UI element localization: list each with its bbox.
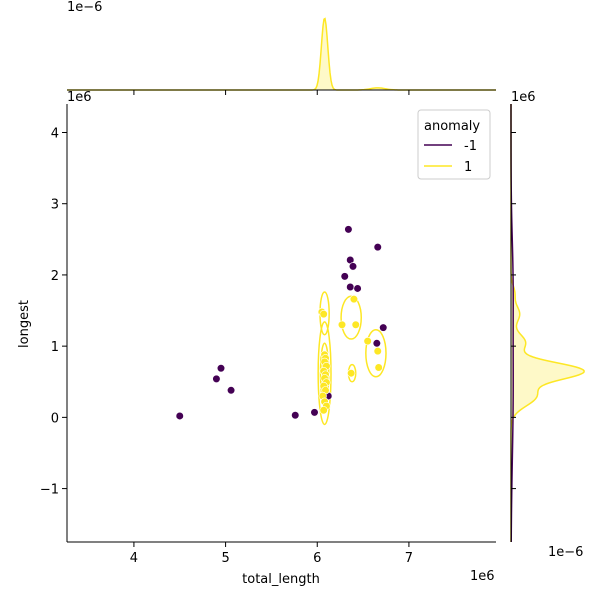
- kde-contour: [365, 329, 387, 378]
- anomaly-point: [310, 408, 319, 417]
- right-marginal-scale-label: 1e−6: [548, 545, 583, 560]
- right-marginal-top-label: 1e6: [511, 90, 536, 105]
- x-scale-label: 1e6: [470, 569, 495, 584]
- y-tick-label: 0: [51, 411, 59, 426]
- anomaly-point: [379, 323, 388, 332]
- right-marginal-density-fill: [511, 104, 585, 542]
- top-marginal-density-fill: [67, 18, 496, 91]
- anomaly-point: [346, 282, 355, 292]
- normal-point: [374, 363, 383, 372]
- anomaly-point: [344, 225, 353, 234]
- anomaly-point: [373, 243, 382, 252]
- right-marginal-panel: 1e6 1e−6: [510, 90, 585, 560]
- normal-point: [373, 347, 382, 356]
- legend-box: [417, 109, 491, 180]
- top-marginal-ticks: [133, 90, 410, 95]
- scatter-points: [175, 225, 388, 421]
- anomaly-point: [340, 272, 349, 281]
- anomaly-point: [291, 411, 300, 420]
- x-axis-label: total_length: [242, 572, 320, 587]
- x-tick-label: 7: [405, 551, 413, 566]
- legend-title: anomaly: [424, 119, 480, 134]
- kde-contour: [340, 295, 362, 340]
- kde-contour: [317, 321, 332, 426]
- legend: anomaly -1 1: [417, 109, 491, 180]
- anomaly-point: [212, 374, 221, 384]
- normal-point: [347, 369, 356, 378]
- anomaly-point: [175, 411, 184, 421]
- top-marginal-density-line: [67, 17, 496, 91]
- y-tick-label: −1: [40, 483, 59, 498]
- right-marginal-density-line: [510, 104, 585, 542]
- anomaly-point: [372, 339, 381, 348]
- normal-point: [363, 337, 372, 346]
- right-marginal-ticks: [511, 131, 516, 490]
- y-scale-label: 1e6: [67, 90, 92, 105]
- x-tick-label: 6: [313, 551, 321, 566]
- y-tick-label: 4: [51, 126, 59, 141]
- y-tick-label: 1: [51, 340, 59, 355]
- y-tick-label: 3: [51, 198, 59, 213]
- legend-label-normal: 1: [464, 160, 472, 175]
- anomaly-point: [348, 262, 358, 271]
- top-marginal-panel: 1e−6: [67, 0, 496, 95]
- x-tick-label: 5: [221, 551, 229, 566]
- y-tick-label: 2: [51, 269, 59, 284]
- y-axis-ticks: −1 0 1 2 3 4: [40, 126, 67, 498]
- x-tick-label: 4: [130, 551, 138, 566]
- normal-point: [319, 406, 328, 415]
- normal-point: [337, 320, 347, 329]
- y-axis-label: longest: [17, 300, 32, 348]
- main-plot: 1e6 1e6 4 5 6 7 −1 0 1 2 3 4 total_length longes…: [17, 90, 496, 587]
- top-marginal-scale-label: 1e−6: [67, 0, 102, 15]
- anomaly-point: [353, 284, 362, 293]
- normal-point: [351, 320, 360, 329]
- normal-point: [319, 309, 328, 319]
- anomaly-point: [216, 364, 226, 373]
- legend-label-anomaly: -1: [464, 139, 477, 154]
- anomaly-point: [226, 386, 236, 395]
- normal-point: [349, 295, 359, 304]
- x-axis-ticks: 4 5 6 7: [130, 542, 413, 566]
